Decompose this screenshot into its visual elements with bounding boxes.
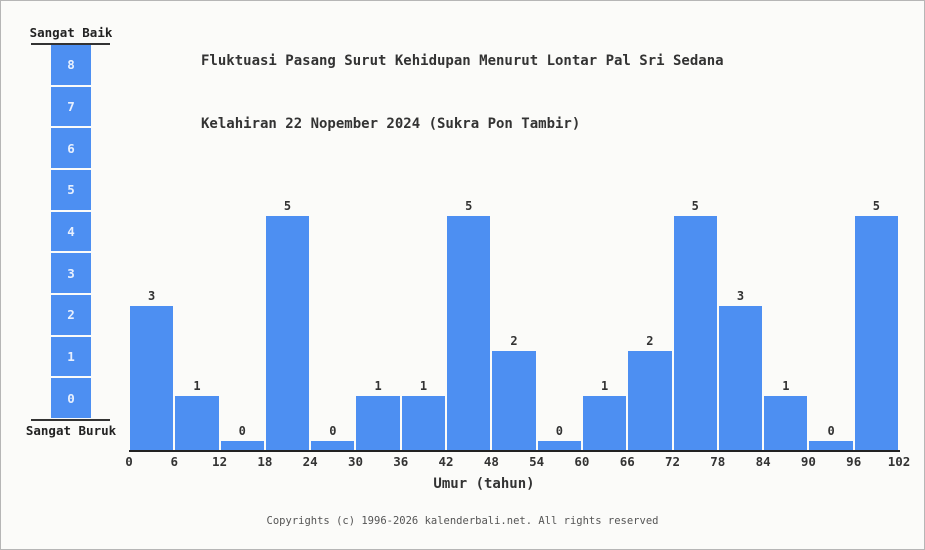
scale-box-0: 0 — [51, 378, 91, 419]
x-tick-48: 48 — [483, 454, 499, 469]
x-tick-42: 42 — [438, 454, 454, 469]
bar-value-label: 1 — [193, 379, 201, 393]
bar-group-42-48: 5 — [446, 191, 491, 450]
bar-group-0-6: 3 — [129, 191, 174, 450]
bar — [175, 396, 219, 450]
bar — [628, 351, 672, 450]
bar — [447, 216, 491, 450]
bar-value-label: 1 — [782, 379, 790, 393]
bar-value-label: 0 — [555, 424, 563, 438]
bar-value-label: 2 — [510, 334, 518, 348]
scale-box-7: 7 — [51, 86, 91, 127]
bar-group-12-18: 0 — [220, 191, 265, 450]
scale-bottom-line — [31, 419, 110, 421]
bar-value-label: 3 — [736, 289, 745, 303]
bar-group-54-60: 0 — [537, 191, 582, 450]
bar-value-label: 5 — [691, 199, 699, 213]
scale-box-5: 5 — [51, 170, 91, 210]
x-tick-18: 18 — [257, 454, 273, 469]
scale-label-worst: Sangat Buruk — [25, 423, 117, 438]
scale-box-1: 1 — [51, 336, 91, 377]
bar-value-label: 1 — [419, 379, 428, 393]
bar-value-label: 5 — [872, 199, 881, 213]
bar — [854, 216, 899, 450]
bar-group-48-54: 2 — [491, 191, 536, 450]
bar — [401, 396, 446, 450]
bar-value-label: 5 — [465, 199, 473, 213]
bar-group-36-42: 1 — [401, 191, 446, 450]
bar — [492, 351, 536, 450]
x-axis-label: Umur (tahun) — [433, 476, 535, 492]
bar — [764, 396, 808, 450]
bar-group-6-12: 1 — [174, 191, 219, 450]
bar-group-66-72: 2 — [627, 191, 672, 450]
bar — [673, 216, 717, 450]
x-tick-66: 66 — [619, 454, 635, 469]
bar — [311, 441, 355, 450]
x-tick-84: 84 — [755, 454, 771, 469]
bar — [718, 306, 763, 450]
bar-group-30-36: 1 — [355, 191, 400, 450]
x-tick-54: 54 — [529, 454, 545, 469]
scale-box-8: 8 — [51, 45, 91, 85]
bar — [130, 306, 174, 450]
bar-group-84-90: 1 — [763, 191, 808, 450]
bar — [356, 396, 400, 450]
x-tick-24: 24 — [302, 454, 318, 469]
x-tick-96: 96 — [846, 454, 862, 469]
bar-group-78-84: 3 — [718, 191, 763, 450]
x-tick-60: 60 — [574, 454, 590, 469]
scale-box-6: 6 — [51, 128, 91, 169]
x-tick-6: 6 — [170, 454, 179, 469]
bar — [582, 396, 627, 450]
scale-top-line — [31, 43, 110, 45]
bar — [220, 441, 264, 450]
x-tick-72: 72 — [664, 454, 681, 469]
scale-label-best: Sangat Baik — [29, 25, 113, 40]
chart-title-line2: Kelahiran 22 Nopember 2024 (Sukra Pon Ta… — [201, 116, 581, 132]
bar-group-72-78: 5 — [673, 191, 718, 450]
scale-box-2: 2 — [51, 295, 91, 335]
bar-value-label: 1 — [601, 379, 609, 393]
bar-value-label: 0 — [238, 424, 246, 438]
x-tick-0: 0 — [125, 454, 133, 469]
bar-value-label: 2 — [646, 334, 654, 348]
bar-value-label: 0 — [329, 424, 337, 438]
bar-group-60-66: 1 — [582, 191, 627, 450]
bar-group-96-102: 5 — [854, 191, 899, 450]
bar — [265, 216, 310, 450]
bar-value-label: 1 — [374, 379, 382, 393]
bar-value-label: 0 — [827, 424, 835, 438]
bar — [537, 441, 581, 450]
x-tick-12: 12 — [212, 454, 228, 469]
x-tick-90: 90 — [800, 454, 816, 469]
x-tick-36: 36 — [393, 454, 409, 469]
bar-group-90-96: 0 — [808, 191, 853, 450]
bar — [809, 441, 853, 450]
scale-box-3: 3 — [51, 253, 91, 294]
x-tick-102: 102 — [887, 454, 911, 469]
bar-group-24-30: 0 — [310, 191, 355, 450]
scale-box-4: 4 — [51, 211, 91, 252]
bar-group-18-24: 5 — [265, 191, 310, 450]
copyright-footer: Copyrights (c) 1996-2026 kalenderbali.ne… — [266, 515, 659, 527]
chart-title-line1: Fluktuasi Pasang Surut Kehidupan Menurut… — [201, 53, 724, 69]
chart-title: Fluktuasi Pasang Surut Kehidupan Menurut… — [201, 9, 724, 177]
x-axis-line — [129, 450, 900, 452]
x-tick-30: 30 — [347, 454, 363, 469]
x-tick-78: 78 — [710, 454, 726, 469]
bar-value-label: 3 — [148, 289, 156, 303]
bar-value-label: 5 — [283, 199, 292, 213]
